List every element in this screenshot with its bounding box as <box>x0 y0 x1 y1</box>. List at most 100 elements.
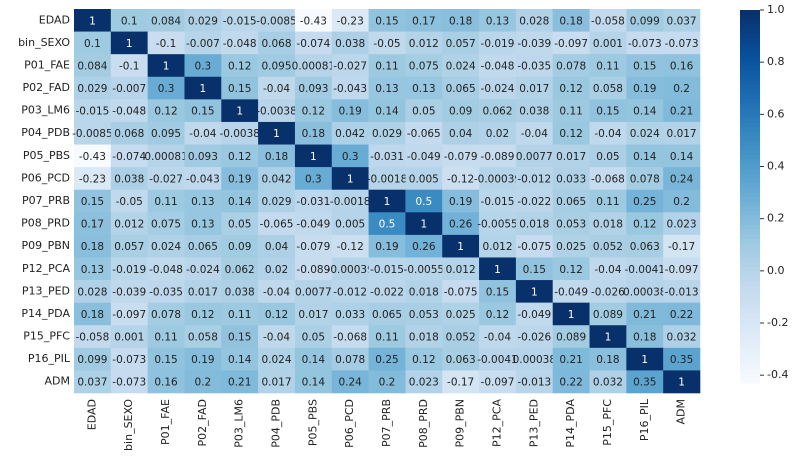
heatmap-cell <box>74 76 112 100</box>
cell-label: -0.23 <box>337 15 364 27</box>
y-tick-label: P09_PBN <box>21 239 70 252</box>
heatmap-cell <box>294 167 333 191</box>
cell-label: 0.065 <box>556 196 586 208</box>
heatmap-cell <box>258 121 296 145</box>
colorbar-tick-label: 0.0 <box>767 264 785 277</box>
heatmap-cell <box>442 280 480 303</box>
cell-label: 0.00081 <box>144 151 187 163</box>
cell-label: -0.015 <box>75 106 109 118</box>
cell-label: 0.12 <box>228 60 251 72</box>
cell-label: 0.018 <box>409 286 439 298</box>
colorbar-segment <box>740 70 760 76</box>
cell-label: -0.048 <box>149 264 183 276</box>
y-tick-label: P03_LM6 <box>21 104 70 117</box>
heatmap-cell <box>110 212 148 236</box>
cell-label: -0.0041 <box>624 264 665 276</box>
colorbar-segment <box>740 233 760 239</box>
cell-label: 0.19 <box>633 83 656 95</box>
heatmap-cell <box>147 99 185 123</box>
cell-label: 0.13 <box>375 83 398 95</box>
cell-label: -0.012 <box>333 286 367 298</box>
colorbar-segment <box>740 373 760 379</box>
heatmap-cell <box>221 121 259 145</box>
heatmap-cell <box>294 234 333 258</box>
cell-label: 0.14 <box>633 106 657 118</box>
cell-label: -0.073 <box>628 38 662 50</box>
heatmap-cell <box>110 347 148 371</box>
colorbar-segment <box>740 187 760 193</box>
cell-label: 0.089 <box>593 309 623 321</box>
heatmap-cell <box>258 257 296 281</box>
cell-label: 0.078 <box>556 60 586 72</box>
cell-label: 0.21 <box>559 354 582 366</box>
heatmap-cell <box>442 234 480 258</box>
cell-label: 0.12 <box>559 83 582 95</box>
cell-label: 0.19 <box>375 241 398 253</box>
heatmap-cell <box>663 167 701 191</box>
cell-label: -0.0041 <box>477 354 518 366</box>
cell-label: 0.033 <box>335 309 365 321</box>
heatmap-cell <box>479 212 517 236</box>
cell-label: -0.068 <box>591 173 625 185</box>
y-tick-label: P01_FAE <box>24 58 70 71</box>
cell-label: 0.24 <box>670 173 694 185</box>
cell-label: 0.075 <box>409 60 439 72</box>
cell-label: 0.15 <box>154 354 177 366</box>
cell-label: -0.049 <box>517 309 551 321</box>
cell-label: 0.14 <box>228 196 252 208</box>
cell-label: 0.093 <box>298 83 328 95</box>
cell-label: -0.065 <box>260 219 294 231</box>
heatmap-cell <box>184 234 222 258</box>
cell-label: 0.062 <box>225 264 255 276</box>
heatmap-cell <box>479 31 517 55</box>
cell-label: 0.057 <box>114 241 144 253</box>
colorbar-segment <box>740 350 760 356</box>
heatmap-cell <box>147 325 185 349</box>
cell-label: 1 <box>605 332 612 344</box>
heatmap-cell <box>294 9 333 32</box>
heatmap-cell <box>221 144 259 168</box>
heatmap-cell <box>147 9 185 32</box>
heatmap-cell <box>221 212 259 236</box>
cell-label: 0.12 <box>302 106 325 118</box>
colorbar-segment <box>740 126 760 132</box>
cell-label: 0.038 <box>335 38 365 50</box>
cell-label: 0.012 <box>409 38 439 50</box>
x-tick-label: ADM <box>675 399 688 425</box>
cell-label: 0.065 <box>188 241 218 253</box>
cell-label: 0.017 <box>261 377 291 389</box>
cell-label: 0.0077 <box>516 151 553 163</box>
heatmap-cell <box>405 9 443 32</box>
y-tick-label: P12_PCA <box>22 262 70 275</box>
heatmap-cell <box>147 189 185 213</box>
colorbar-segment <box>740 243 760 249</box>
cell-label: -0.04 <box>263 332 290 344</box>
heatmap-cell <box>110 302 148 326</box>
heatmap-cell <box>405 99 443 123</box>
colorbar-segment <box>740 79 760 86</box>
cell-label: 0.18 <box>559 15 582 27</box>
cell-label: 0.093 <box>188 151 218 163</box>
colorbar-segment <box>740 364 760 370</box>
heatmap-cell <box>221 280 259 303</box>
cell-label: -0.0018 <box>367 173 408 185</box>
heatmap-cell <box>74 167 112 191</box>
cell-label: 0.012 <box>482 241 512 253</box>
cell-label: -0.079 <box>296 241 330 253</box>
cell-label: -0.073 <box>112 354 146 366</box>
heatmap-cell <box>589 31 627 55</box>
y-tick-label: P16_PIL <box>28 352 71 365</box>
heatmap-cell <box>589 325 627 349</box>
heatmap-cell <box>663 144 701 168</box>
cell-label: -0.007 <box>112 83 146 95</box>
colorbar-segment <box>740 103 760 109</box>
heatmap-cell <box>663 212 701 236</box>
cell-label: 0.12 <box>191 309 214 321</box>
heatmap-cell <box>110 99 148 123</box>
cell-label: -0.04 <box>594 264 621 276</box>
heatmap-cell <box>479 54 517 78</box>
heatmap-cell <box>368 257 406 281</box>
cell-label: 0.024 <box>261 354 291 366</box>
cell-label: 0.15 <box>81 196 104 208</box>
x-tick-label: P13_PED <box>527 399 540 447</box>
